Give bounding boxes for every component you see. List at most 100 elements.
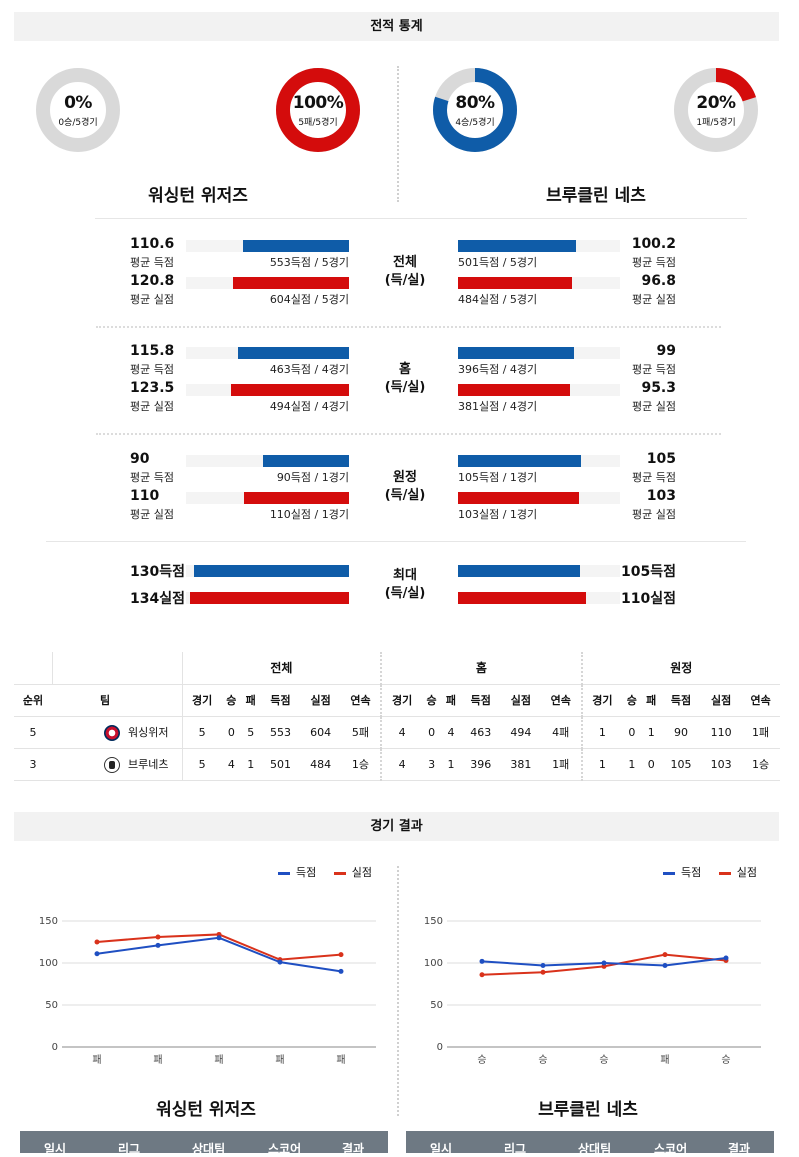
score-bar — [458, 455, 581, 467]
group-all: 전체 — [181, 652, 382, 685]
max-concede-bar — [190, 592, 349, 604]
table-cell: 0 — [421, 716, 442, 749]
y-tick-label: 0 — [52, 1042, 58, 1053]
col-header: 패 — [641, 684, 661, 717]
stat-value: 100.2 — [631, 236, 676, 252]
max-value: 130득점 — [130, 564, 185, 580]
stat-value: 96.8 — [641, 273, 676, 289]
donut-record: 0승/5경기 — [58, 118, 98, 128]
table-cell: 4패 — [540, 716, 582, 749]
x-tick-label: 승 — [599, 1054, 608, 1066]
col-header: 승 — [622, 684, 642, 717]
results-col-header: 리그 — [118, 1142, 141, 1156]
y-tick-label: 100 — [424, 958, 443, 969]
team-name-right: 브루클린 네츠 — [546, 186, 646, 206]
chart-title-right: 브루클린 네츠 — [538, 1100, 638, 1120]
results-col-header: 리그 — [504, 1142, 527, 1156]
max-score-bar — [458, 565, 580, 577]
team-cell[interactable]: 워싱위저 — [128, 725, 169, 739]
donut-right-win: 80% 4승/5경기 — [432, 67, 518, 153]
legend-swatch — [663, 871, 675, 875]
col-header: 실점 — [500, 684, 541, 717]
stat-detail: 105득점 / 1경기 — [458, 471, 538, 484]
divider — [397, 866, 399, 1116]
group-away: 원정 — [580, 652, 780, 685]
col-header: 패 — [441, 684, 461, 717]
line-chart-nets: 0 50 100 150 승 승 승 패 승 — [424, 916, 761, 1066]
table-cell: 501 — [260, 748, 301, 781]
score-bar — [458, 347, 574, 359]
rank-cell: 3 — [14, 748, 52, 781]
legend-swatch — [718, 871, 731, 875]
results-col-header: 상대팀 — [578, 1142, 612, 1156]
series-line-score — [96, 936, 342, 973]
table-cell: 1 — [580, 748, 623, 781]
y-tick-label: 50 — [430, 1000, 443, 1011]
stat-label: 평균 실점 — [632, 508, 676, 521]
data-point — [338, 968, 344, 974]
score-bar — [263, 455, 349, 467]
table-cell: 105 — [660, 748, 702, 781]
col-header: 실점 — [300, 684, 341, 717]
concede-bar — [244, 492, 349, 504]
concede-bar — [458, 492, 579, 504]
score-bar — [243, 240, 349, 252]
donut-percent: 100% — [292, 93, 344, 113]
stat-label: 평균 득점 — [632, 256, 676, 269]
y-tick-label: 0 — [437, 1042, 443, 1053]
table-cell: 0 — [221, 716, 242, 749]
table-header-row: 순위 팀 경기 승 패 득점 실점 연속 경기 승 패 득점 실점 연속 경기 승 패 득점 실점 연속 — [14, 684, 780, 717]
legend-label: 실점 — [736, 866, 757, 879]
concede-bar — [458, 384, 570, 396]
donut-left-loss: 100% 5패/5경기 — [275, 67, 361, 153]
table-cell: 1승 — [340, 748, 382, 781]
donut-percent: 80% — [455, 93, 495, 113]
table-cell: 3 — [421, 748, 442, 781]
table-cell: 5 — [181, 748, 222, 781]
x-tick-label: 패 — [660, 1054, 669, 1066]
line-chart-wizards: 0 50 100 150 패 패 패 패 패 — [39, 916, 376, 1066]
stat-detail: 494실점 / 4경기 — [269, 400, 349, 413]
results-section-header: 경기 결과 — [14, 812, 779, 841]
donut-arc — [276, 68, 360, 152]
table-cell: 1패 — [741, 716, 780, 749]
table-cell: 1 — [241, 748, 261, 781]
col-header: 연속 — [340, 684, 382, 717]
donut-record: 5패/5경기 — [298, 118, 338, 128]
table-cell: 4 — [380, 716, 422, 749]
x-tick-label: 패 — [92, 1054, 101, 1066]
table-cell: 553 — [260, 716, 301, 749]
col-header: 경기 — [580, 684, 623, 717]
donut-record: 1패/5경기 — [696, 118, 736, 128]
standings-table: 전체 홈 원정 순위 팀 경기 승 패 득점 실점 연속 경기 승 패 득점 실점 연속 경기 승 패 득점 실… — [14, 652, 780, 781]
table-cell: 494 — [500, 716, 541, 749]
section-label: 원정 (득/실) — [384, 470, 426, 503]
data-point — [601, 960, 607, 966]
divider — [96, 433, 721, 435]
col-header: 득점 — [460, 684, 501, 717]
stat-label: 평균 실점 — [130, 400, 174, 413]
table-cell: 484 — [300, 748, 341, 781]
col-header: 승 — [421, 684, 442, 717]
stat-detail: 103실점 / 1경기 — [458, 508, 538, 521]
table-cell: 381 — [500, 748, 541, 781]
results-col-header: 스코어 — [654, 1142, 688, 1156]
concede-bar — [231, 384, 349, 396]
stat-label: 평균 득점 — [130, 471, 174, 484]
data-point — [94, 951, 100, 957]
nets-logo-icon — [104, 756, 120, 773]
col-header: 경기 — [181, 684, 222, 717]
stat-label: 평균 실점 — [632, 400, 676, 413]
section-label: 홈 (득/실) — [384, 362, 426, 395]
chart-title-left: 워싱턴 위저즈 — [156, 1100, 256, 1120]
stat-detail: 484실점 / 5경기 — [458, 293, 538, 306]
col-rank: 순위 — [14, 684, 52, 717]
stat-value: 103 — [646, 488, 676, 504]
table-row: 3 브루네츠 5 4 1 501 484 1승 4 3 1 396 381 1패 1 1 0 105 103 1승 — [14, 748, 780, 781]
table-cell: 4 — [441, 716, 461, 749]
donut-right-loss: 20% 1패/5경기 — [673, 67, 759, 153]
data-point — [540, 963, 546, 969]
table-cell: 4 — [221, 748, 242, 781]
team-cell[interactable]: 브루네츠 — [128, 757, 169, 771]
y-tick-label: 100 — [39, 958, 58, 969]
